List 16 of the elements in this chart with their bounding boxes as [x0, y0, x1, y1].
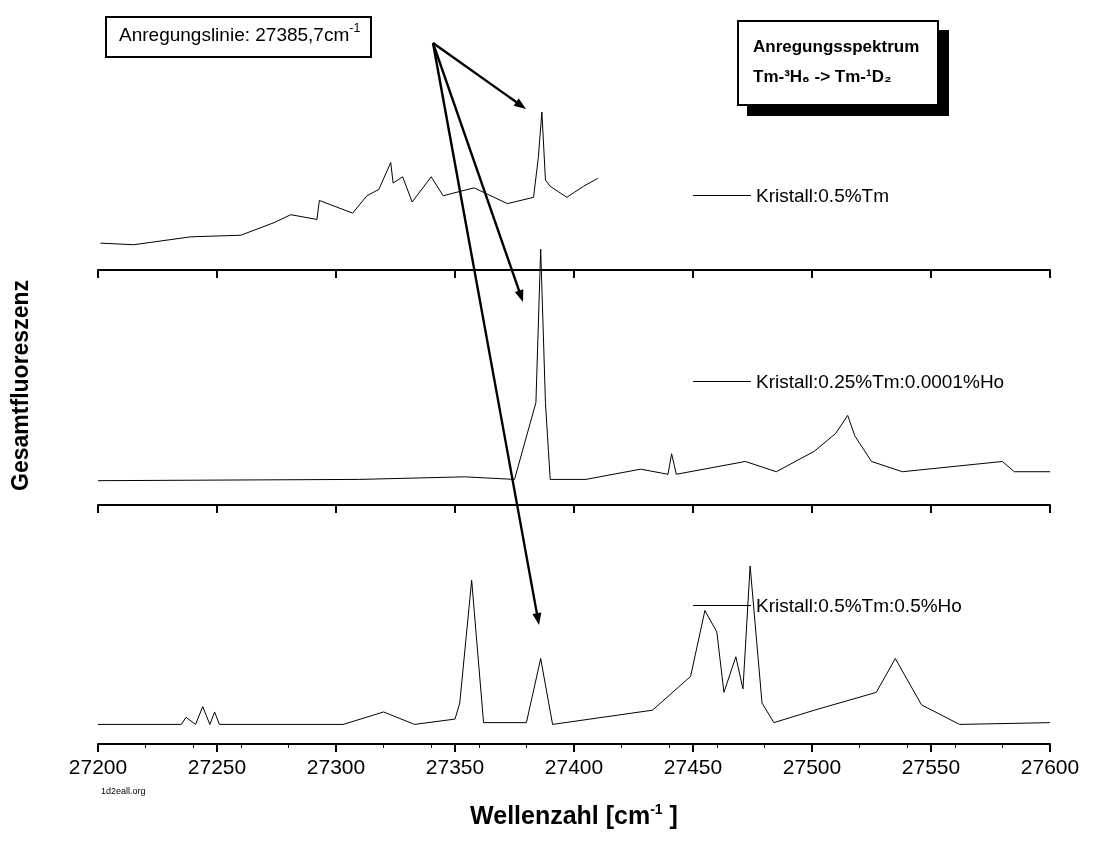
x-tick-label: 27450 [663, 755, 723, 778]
legend-label: Kristall:0.5%Tm [756, 185, 890, 206]
x-tick-label: 27600 [1020, 755, 1080, 778]
y-axis-title: Gesamtfluoreszenz [6, 279, 33, 491]
x-tick-label: 27200 [68, 755, 128, 778]
legend-label: Kristall:0.5%Tm:0.5%Ho [756, 595, 962, 616]
x-tick-label: 27400 [544, 755, 604, 778]
text: Anregungsspektrum Tm-³H₆ -> Tm-¹D₂ [737, 20, 940, 106]
x-tick-label: 27350 [425, 755, 485, 778]
text: 1d2eall.org [101, 786, 146, 796]
legend-label: Kristall:0.25%Tm:0.0001%Ho [756, 371, 1005, 392]
x-tick-label: 27500 [782, 755, 842, 778]
x-tick-label: 27250 [187, 755, 247, 778]
x-tick-label: 27550 [901, 755, 961, 778]
text: Anregungslinie: 27385,7cm$^{-1}$ [105, 16, 373, 58]
x-tick-label: 27300 [306, 755, 366, 778]
